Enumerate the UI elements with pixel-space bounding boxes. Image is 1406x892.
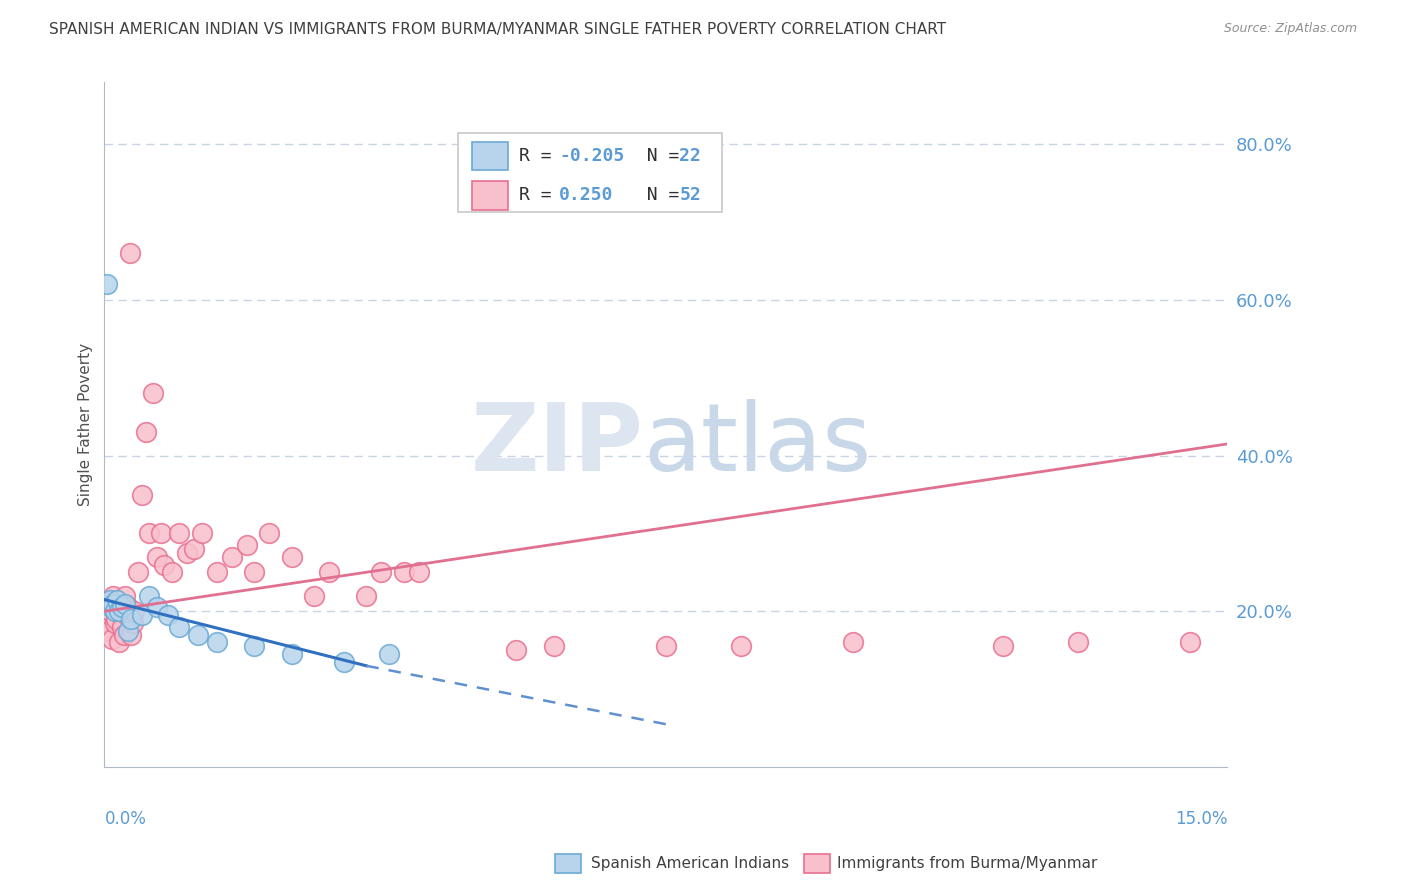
Y-axis label: Single Father Poverty: Single Father Poverty [79,343,93,506]
FancyBboxPatch shape [471,181,508,210]
Point [111,620,134,634]
Point [160,566,183,580]
Text: Immigrants from Burma/Myanmar: Immigrants from Burma/Myanmar [837,856,1097,871]
Point [370,566,392,580]
Point [257,526,280,541]
Text: N =: N = [626,147,690,165]
Point [131,608,153,623]
Point [121,615,143,630]
Point [205,635,228,649]
Text: 52: 52 [679,186,702,204]
Point [97,624,120,638]
Point [280,647,302,661]
Point [190,526,212,541]
Point [505,643,527,657]
Text: Spanish American Indians: Spanish American Indians [591,856,789,871]
Point [108,635,131,649]
Point [120,612,142,626]
Point [117,624,139,638]
Point [157,608,180,623]
Point [105,592,128,607]
Point [655,640,678,654]
Point [120,628,142,642]
Point [104,604,127,618]
Text: 15.0%: 15.0% [1175,810,1227,828]
Point [842,635,865,649]
Text: 0.250: 0.250 [560,186,613,204]
Point [114,589,136,603]
Point [114,597,136,611]
Point [221,549,243,564]
Point [131,487,153,501]
Point [115,608,138,623]
Point [302,589,325,603]
Point [149,526,172,541]
Text: Source: ZipAtlas.com: Source: ZipAtlas.com [1223,22,1357,36]
Point [118,246,141,260]
Point [101,632,124,646]
Point [730,640,752,654]
Point [243,566,266,580]
Point [105,612,128,626]
Point [103,597,125,611]
Point [991,640,1014,654]
Point [392,566,415,580]
Point [235,538,257,552]
Point [378,647,401,661]
Point [117,600,139,615]
Point [333,655,356,669]
Point [98,592,121,607]
Text: 0.0%: 0.0% [104,810,146,828]
Point [110,597,132,611]
Point [167,526,190,541]
Text: atlas: atlas [644,399,872,491]
Point [124,604,146,618]
Text: -0.205: -0.205 [560,147,624,165]
Point [356,589,378,603]
FancyBboxPatch shape [458,133,723,212]
Point [167,620,190,634]
Point [142,386,165,401]
Point [176,546,198,560]
Point [138,589,160,603]
Point [135,425,157,440]
Text: R =: R = [519,147,562,165]
Point [543,640,565,654]
Point [205,566,228,580]
Point [98,604,121,618]
Text: N =: N = [626,186,690,204]
Point [1178,635,1201,649]
Text: ZIP: ZIP [471,399,644,491]
Point [127,566,149,580]
Point [146,600,169,615]
Point [111,600,134,615]
Point [280,549,302,564]
Point [112,628,135,642]
Point [107,600,129,615]
FancyBboxPatch shape [471,142,508,170]
Point [318,566,340,580]
Point [243,640,266,654]
Point [1066,635,1088,649]
Point [153,558,176,572]
Point [187,628,209,642]
Point [146,549,169,564]
Text: 22: 22 [679,147,702,165]
Point [104,615,127,630]
Point [96,620,118,634]
Point [108,604,131,618]
Point [100,600,122,615]
Text: SPANISH AMERICAN INDIAN VS IMMIGRANTS FROM BURMA/MYANMAR SINGLE FATHER POVERTY C: SPANISH AMERICAN INDIAN VS IMMIGRANTS FR… [49,22,946,37]
Point [183,541,205,556]
Point [103,589,125,603]
Point [96,277,118,292]
Text: R =: R = [519,186,574,204]
Point [138,526,160,541]
Point [408,566,430,580]
